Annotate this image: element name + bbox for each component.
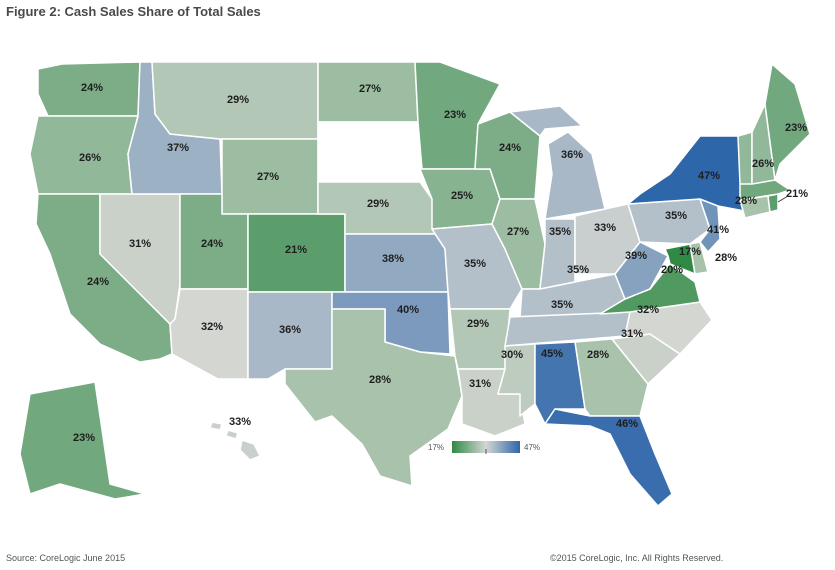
label-al: 45% (541, 348, 563, 360)
label-ia: 25% (451, 190, 473, 202)
label-wa: 24% (81, 82, 103, 94)
ri-leader-line (777, 195, 789, 203)
state-tx (284, 308, 463, 487)
label-pa: 35% (665, 210, 687, 222)
state-sd (317, 121, 421, 183)
label-ga: 28% (587, 349, 609, 361)
label-mo: 35% (464, 258, 486, 270)
state-az (169, 288, 249, 380)
figure-title: Figure 2: Cash Sales Share of Total Sale… (6, 4, 261, 19)
label-ms: 30% (501, 349, 523, 361)
label-ut: 24% (201, 238, 223, 250)
label-ct: 28% (735, 195, 757, 207)
label-md: 17% (679, 246, 701, 258)
state-de (689, 241, 709, 275)
state-ri (767, 193, 779, 213)
label-az: 32% (201, 321, 223, 333)
label-wv: 39% (625, 250, 647, 262)
label-fl: 46% (616, 418, 638, 430)
label-wy: 27% (257, 171, 279, 183)
copyright-note: ©2015 CoreLogic, Inc. All Rights Reserve… (550, 553, 724, 563)
label-nd: 27% (359, 83, 381, 95)
label-mt: 29% (227, 94, 249, 106)
label-ar: 29% (467, 318, 489, 330)
state-md (664, 243, 696, 275)
label-id: 37% (167, 142, 189, 154)
label-me: 23% (785, 122, 807, 134)
label-ca: 24% (87, 276, 109, 288)
label-mi: 36% (561, 149, 583, 161)
label-la: 31% (469, 378, 491, 390)
legend-max-label: 47% (524, 443, 540, 452)
label-ks: 38% (382, 253, 404, 265)
state-wv (614, 241, 669, 300)
label-nv: 31% (129, 238, 151, 250)
label-wi: 24% (499, 142, 521, 154)
label-in: 35% (549, 226, 571, 238)
label-sc: 31% (621, 328, 643, 340)
label-ky: 35% (567, 264, 589, 276)
label-de: 28% (715, 252, 737, 264)
label-co: 21% (285, 244, 307, 256)
label-ok: 40% (397, 304, 419, 316)
label-nc: 32% (637, 304, 659, 316)
label-tx: 28% (369, 374, 391, 386)
us-choropleth-map: 24% 26% 24% 31% 37% 29% 27% 24% 32% 21% … (19, 61, 811, 507)
source-note: Source: CoreLogic June 2015 (6, 553, 126, 563)
state-fl (544, 408, 673, 507)
label-nh: 26% (752, 158, 774, 170)
state-hi (209, 421, 261, 461)
legend-gradient-bar (452, 441, 520, 453)
label-or: 26% (79, 152, 101, 164)
label-nm: 36% (279, 324, 301, 336)
label-ny: 47% (698, 170, 720, 182)
label-oh: 33% (594, 222, 616, 234)
label-ri: 21% (786, 188, 808, 200)
label-va: 20% (661, 264, 683, 276)
color-legend: 17% 47% (428, 441, 540, 454)
state-me (764, 63, 811, 181)
legend-min-label: 17% (428, 443, 444, 452)
label-mn: 23% (444, 109, 466, 121)
state-vt (737, 131, 753, 185)
label-ne: 29% (367, 198, 389, 210)
label-il: 27% (507, 226, 529, 238)
state-ak (19, 381, 146, 500)
label-tn: 35% (551, 299, 573, 311)
label-hi: 33% (229, 416, 251, 428)
label-ak: 23% (73, 432, 95, 444)
label-nj: 41% (707, 224, 729, 236)
